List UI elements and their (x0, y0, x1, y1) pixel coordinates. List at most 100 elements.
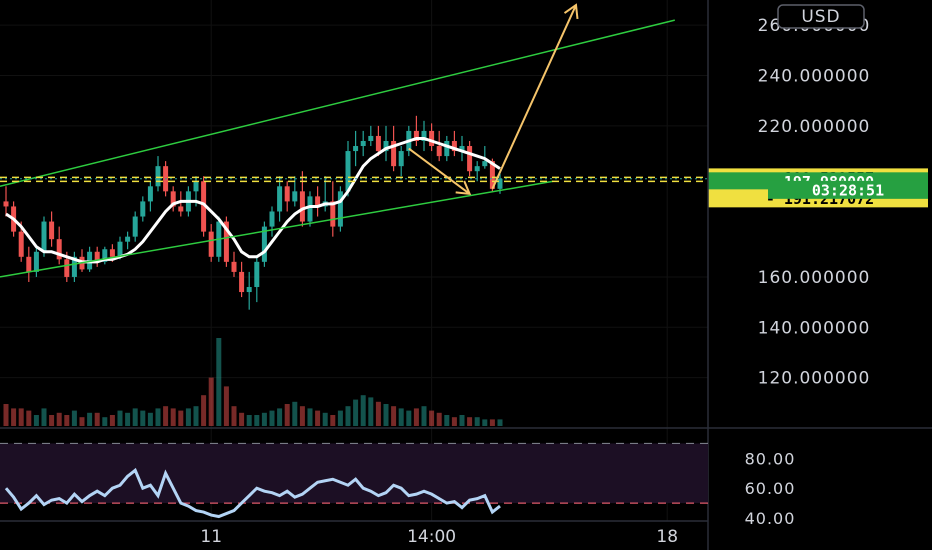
candle-body (117, 241, 123, 257)
candle[interactable] (246, 271, 252, 310)
candle[interactable] (3, 186, 9, 217)
time-axis[interactable]: 11 14:00 18 (200, 527, 678, 547)
candle[interactable] (353, 130, 359, 167)
volume-bar (132, 408, 138, 426)
candle[interactable] (239, 261, 245, 298)
candle[interactable] (208, 224, 214, 262)
candle[interactable] (140, 196, 146, 222)
candle[interactable] (132, 211, 138, 242)
projection-arrow-1[interactable] (408, 147, 472, 196)
candle[interactable] (459, 135, 465, 162)
candle[interactable] (33, 246, 39, 277)
volume-bar (315, 410, 321, 426)
horizontal-levels[interactable]: - 199.539557- 197.980000- 191.21707203:2… (0, 168, 928, 208)
candle[interactable] (436, 130, 442, 162)
volume-bar (436, 412, 442, 426)
candle[interactable] (231, 251, 237, 277)
currency-button[interactable]: USD (777, 4, 865, 29)
candle[interactable] (337, 186, 343, 232)
candle[interactable] (254, 256, 260, 303)
candle-body (41, 221, 47, 252)
candle[interactable] (330, 181, 336, 237)
candle[interactable] (71, 251, 77, 282)
candle[interactable] (56, 226, 62, 265)
volume-bar (307, 408, 313, 426)
volume-bar (398, 408, 404, 426)
volume-bar (71, 410, 77, 426)
oscillator-line (4, 467, 501, 519)
candle-body (474, 166, 480, 172)
volume-bar (353, 399, 359, 426)
candle[interactable] (147, 181, 153, 212)
volume-bar (87, 412, 93, 426)
candle[interactable] (94, 246, 100, 267)
candle-body (125, 236, 131, 242)
candle[interactable] (178, 191, 184, 217)
volume-bar (140, 410, 146, 426)
projection-arrow-2[interactable] (491, 3, 579, 190)
projection-arrows[interactable] (408, 3, 579, 196)
candle-body (429, 130, 435, 147)
candle[interactable] (299, 171, 305, 227)
arrow-shaft (408, 147, 471, 195)
candle[interactable] (269, 206, 275, 237)
candle[interactable] (49, 211, 55, 247)
volume-bar (391, 406, 397, 426)
candle[interactable] (368, 125, 374, 147)
candle[interactable] (474, 161, 480, 182)
candle[interactable] (383, 125, 389, 162)
candle[interactable] (421, 120, 427, 152)
candle-body (284, 186, 290, 202)
candle[interactable] (375, 125, 381, 157)
oscillator-panel[interactable]: 80.00 60.00 40.00 (0, 427, 932, 528)
countdown-tag: 03:28:51 (768, 180, 928, 199)
channel-upper-line[interactable] (0, 19, 675, 188)
candle[interactable] (261, 221, 267, 267)
candle-body (330, 201, 336, 227)
candle[interactable] (360, 130, 366, 157)
candle[interactable] (223, 216, 229, 267)
candle-body (140, 201, 146, 217)
volume-bar (474, 417, 480, 426)
candle-body (299, 191, 305, 222)
candle[interactable] (26, 246, 32, 282)
candle[interactable] (467, 140, 473, 177)
candle[interactable] (125, 231, 131, 250)
candle[interactable] (155, 156, 161, 192)
candle[interactable] (429, 123, 435, 152)
volume-bar (322, 412, 328, 426)
currency-button-frame[interactable] (777, 4, 865, 29)
candle[interactable] (315, 186, 321, 217)
volume-bar (261, 412, 267, 426)
price-axis[interactable]: 260.000000240.000000220.000000160.000000… (758, 16, 871, 388)
candle-body (18, 231, 24, 257)
candle[interactable] (345, 140, 351, 197)
candle[interactable] (444, 135, 450, 162)
candle-body (421, 130, 427, 141)
time-tick-label: 11 (200, 527, 222, 547)
volume-bar (429, 410, 435, 426)
arrow-head (455, 180, 472, 196)
volume-bar (451, 417, 457, 426)
volume-bar (170, 408, 176, 426)
candle[interactable] (398, 146, 404, 177)
candle[interactable] (451, 130, 457, 157)
candle[interactable] (102, 246, 108, 265)
trend-channel[interactable] (0, 19, 675, 278)
candle-body (3, 201, 9, 207)
candle-body (345, 151, 351, 192)
candle[interactable] (201, 176, 207, 237)
candle[interactable] (307, 191, 313, 227)
channel-lower-line[interactable] (0, 180, 554, 278)
candle-body (261, 226, 267, 262)
oscillator-band (0, 443, 708, 504)
candle[interactable] (277, 176, 283, 222)
candle[interactable] (170, 186, 176, 212)
currency-button-label[interactable]: USD (801, 7, 840, 27)
osc-tick-label: 80.00 (745, 449, 796, 468)
volume-bar (109, 415, 115, 426)
candle[interactable] (391, 125, 397, 172)
candle[interactable] (284, 181, 290, 212)
candle[interactable] (413, 115, 419, 147)
